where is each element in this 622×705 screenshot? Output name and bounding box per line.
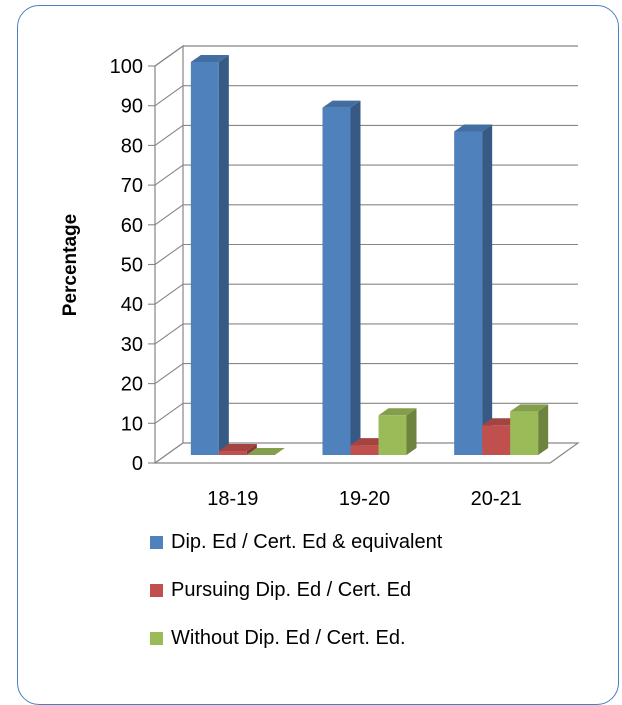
bar-chart: 0 10 20 30 40 50 60 70 80 90 100 18-19 19-20 20-21 P… [60,44,580,510]
bar-front [482,425,511,455]
gridlines [154,45,578,424]
y-tick-label: 60 [121,215,143,237]
bar-top [454,124,493,132]
y-tick-label: 100 [110,56,143,78]
gridline [154,124,578,146]
gridline [154,363,578,385]
y-axis-label: Percentage [60,214,81,316]
bar-front [350,445,379,455]
legend-item: Pursuing Dip. Ed / Cert. Ed [150,578,411,602]
y-tick-label: 90 [121,96,143,118]
bars [190,54,549,455]
bar-front [322,107,351,455]
bar-front [190,61,219,455]
legend-swatch [150,583,163,597]
bar-side [538,404,549,455]
legend-swatch [150,631,163,645]
bar-front [454,131,483,455]
legend-item: Without Dip. Ed / Cert. Ed. [150,626,406,650]
legend-label: Pursuing Dip. Ed / Cert. Ed [171,578,412,601]
x-tick-label: 20-21 [471,488,522,510]
bar [246,448,285,455]
gridline [154,45,578,67]
bar [510,404,549,455]
x-tick-label: 18-19 [207,488,258,510]
bar-side [482,124,493,455]
bar-top [322,100,361,108]
bar [218,444,257,455]
bar [322,100,361,455]
bar-front [218,451,247,455]
y-tick-label: 20 [121,374,143,396]
gridline [154,85,578,107]
bar-top [190,54,229,62]
y-axis-ticks: 0 10 20 30 40 50 60 70 80 90 100 [110,56,155,475]
legend-item: Dip. Ed / Cert. Ed & equivalent [150,530,442,554]
bar-top [218,444,257,452]
chart-frame [17,5,619,705]
bar-top [510,404,549,412]
x-tick-label: 19-20 [339,488,390,510]
y-tick-label: 0 [132,453,143,475]
bar [378,408,417,455]
bar-side [246,444,257,455]
gridline [154,164,578,186]
bar-top [378,408,417,416]
bar [190,54,229,455]
gridline [154,323,578,345]
legend-label: Without Dip. Ed / Cert. Ed. [171,626,406,649]
gridline [154,402,578,424]
y-tick-label: 50 [121,255,143,277]
bar-side [218,54,229,455]
gridline [154,243,578,265]
bar-top [246,448,285,455]
bar [454,124,493,455]
x-axis-ticks: 18-19 19-20 20-21 [207,488,521,510]
bar-front [378,415,407,455]
gridline [154,283,578,305]
legend-label: Dip. Ed / Cert. Ed & equivalent [171,530,443,553]
y-tick-label: 40 [121,294,143,316]
gridline [154,204,578,226]
y-tick-label: 30 [121,334,143,356]
bar-side [350,100,361,455]
legend-swatch [150,535,163,549]
y-tick-label: 10 [121,413,143,435]
bar-front [510,411,539,455]
y-tick-label: 80 [121,135,143,157]
bar-side [406,408,417,455]
y-tick-label: 70 [121,175,143,197]
